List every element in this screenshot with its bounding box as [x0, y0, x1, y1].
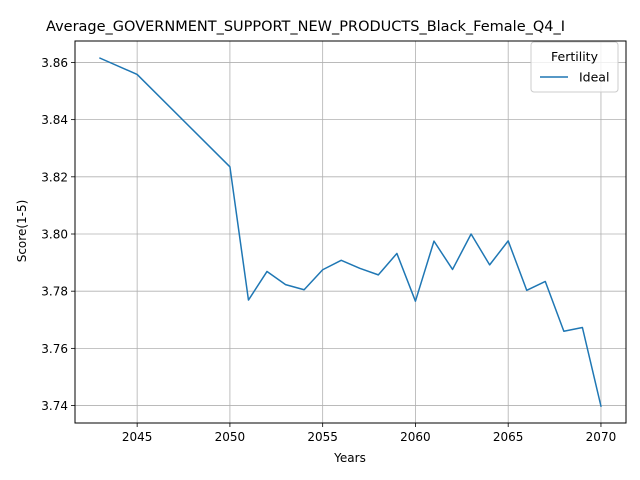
y-tick-label: 3.80 — [41, 228, 68, 242]
y-tick-label: 3.86 — [41, 56, 68, 70]
y-tick-label: 3.84 — [41, 113, 68, 127]
y-axis-ticks: 3.74 3.76 3.78 3.80 3.82 3.84 3.86 — [41, 56, 75, 413]
y-tick-label: 3.78 — [41, 285, 68, 299]
y-axis-title: Score(1-5) — [15, 200, 29, 263]
x-tick-label: 2065 — [493, 430, 524, 444]
x-axis-ticks: 2045 2050 2055 2060 2065 2070 — [122, 423, 616, 444]
x-tick-label: 2060 — [400, 430, 431, 444]
legend-title: Fertility — [551, 49, 599, 64]
chart-title: Average_GOVERNMENT_SUPPORT_NEW_PRODUCTS_… — [46, 19, 565, 35]
x-axis-title: Years — [333, 451, 366, 465]
y-tick-label: 3.82 — [41, 170, 68, 184]
series-layer — [99, 57, 602, 408]
legend: Fertility Ideal — [530, 41, 619, 93]
legend-entry-label: Ideal — [579, 70, 609, 85]
y-tick-label: 3.76 — [41, 342, 68, 356]
legend-box — [530, 41, 619, 93]
series-line-ideal — [99, 57, 602, 408]
x-tick-label: 2070 — [586, 430, 617, 444]
y-tick-label: 3.74 — [41, 399, 68, 413]
grid-lines — [75, 41, 626, 423]
plot-area-frame — [74, 40, 627, 424]
x-tick-label: 2055 — [307, 430, 338, 444]
x-tick-label: 2050 — [215, 430, 246, 444]
x-tick-label: 2045 — [122, 430, 153, 444]
